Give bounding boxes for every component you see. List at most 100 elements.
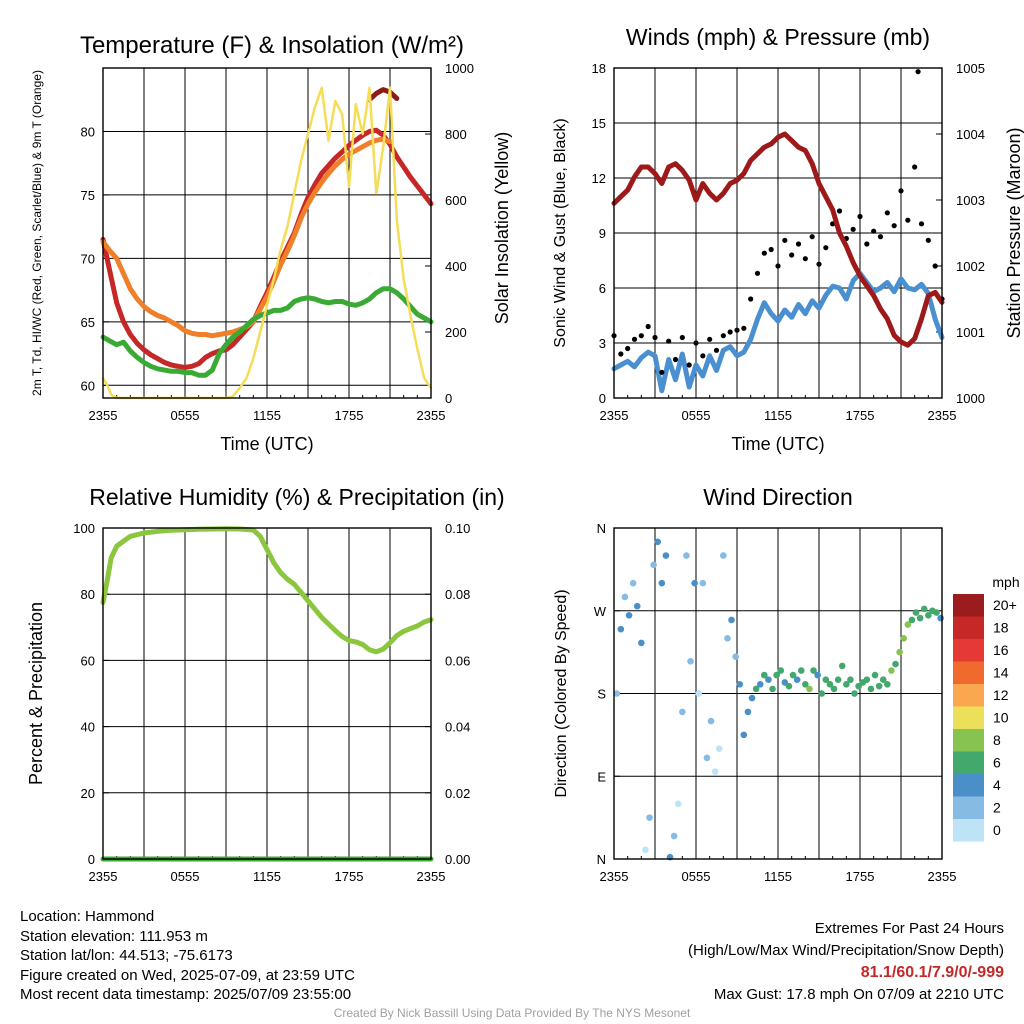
wind-direction-ylabel: Direction (Colored By Speed) <box>553 589 570 797</box>
wind-direction-point <box>662 552 670 559</box>
winds-ytick-label: 6 <box>599 281 606 296</box>
winds-series-1-point <box>809 234 815 240</box>
wind-direction-point <box>896 648 903 656</box>
winds-ytick-label: 15 <box>592 116 606 131</box>
wind-direction-legend-swatch <box>953 751 984 774</box>
wind-direction-point <box>797 667 805 674</box>
winds-xlabel: Time (UTC) <box>731 434 824 454</box>
winds-ylabel: Sonic Wind & Gust (Blue, Black) <box>552 118 569 347</box>
wind-direction-ytick-label: N <box>597 852 606 867</box>
wind-direction-point <box>629 579 637 587</box>
temperature-ytick-label: 65 <box>81 315 95 330</box>
wind-direction-point <box>752 685 760 693</box>
temperature-ylabel-right: Solar Insolation (Yellow) <box>492 132 512 324</box>
wind-direction-legend-label: 18 <box>993 620 1009 636</box>
temperature-plot-frame <box>102 67 432 399</box>
winds-xtick-label: 1155 <box>764 408 792 423</box>
wind-direction-point <box>679 708 686 716</box>
winds-series-1-point <box>871 228 877 234</box>
winds-series-1-point <box>741 325 747 331</box>
winds-max-gust-point <box>915 69 921 75</box>
humidity-ytick-label: 20 <box>81 786 95 801</box>
wind-direction-legend-label: 2 <box>993 800 1001 816</box>
winds-ytick-right-label: 1001 <box>956 325 985 340</box>
winds-ytick-label: 12 <box>592 171 606 186</box>
wind-direction-point <box>806 685 813 693</box>
winds-series-1-point <box>925 237 931 243</box>
wind-direction-legend-swatch <box>953 706 984 729</box>
temperature-series-3-line <box>100 286 434 378</box>
winds-ylabel-right: Station Pressure (Maroon) <box>1004 127 1024 338</box>
wind-direction-legend-label: 4 <box>993 777 1001 793</box>
humidity-ylabel: Percent & Precipitation <box>26 602 46 785</box>
extremes-title: Extremes For Past 24 Hours <box>814 920 1004 937</box>
humidity-ytick-label: 40 <box>81 720 95 735</box>
winds-series-1-point <box>795 241 802 247</box>
winds-series-1-point <box>693 340 699 346</box>
temperature-xtick-label: 0555 <box>171 408 200 423</box>
winds-series-1-point <box>666 338 672 344</box>
winds-series-1-point <box>802 256 808 262</box>
wind-direction-point <box>715 745 723 752</box>
winds-series-1-point <box>652 334 658 341</box>
winds-series-1-point <box>768 246 774 253</box>
wind-direction-point <box>904 621 912 628</box>
max-gust: Max Gust: 17.8 mph On 07/09 at 2210 UTC <box>713 986 1004 1003</box>
wind-direction-legend-label: 16 <box>993 642 1009 658</box>
station-location: Location: Hammond <box>20 908 155 925</box>
humidity-series-0-line <box>100 526 434 655</box>
temperature-xtick-label: 2355 <box>417 408 446 423</box>
winds-xtick-label: 0555 <box>682 408 711 423</box>
recent-data-timestamp: Most recent data timestamp: 2025/07/09 2… <box>20 986 352 1004</box>
humidity-ytick-right-label: 0.02 <box>445 786 470 801</box>
winds-series-1-point <box>631 336 638 342</box>
wind-direction-point <box>777 667 785 674</box>
winds-series-1-point <box>734 327 740 333</box>
winds-series-1-point <box>720 333 726 339</box>
humidity-xtick-label: 1755 <box>335 869 364 884</box>
winds-series-1-point <box>754 270 761 276</box>
temperature-xtick-label: 2355 <box>89 408 118 423</box>
wind-direction-point <box>879 676 887 684</box>
wind-direction-legend-swatch <box>953 729 984 752</box>
humidity-xtick-label: 1155 <box>253 869 281 884</box>
wind-direction-point <box>707 717 715 725</box>
winds-series-1-point <box>782 237 788 243</box>
winds-series-1-point <box>884 210 890 216</box>
humidity-title: Relative Humidity (%) & Precipitation (i… <box>89 484 504 510</box>
winds-series-1-point <box>700 353 706 359</box>
winds-series-1-point <box>864 241 870 247</box>
wind-direction-point <box>843 681 850 688</box>
wind-direction-point <box>633 602 641 610</box>
temperature-xtick-label: 1755 <box>335 408 364 423</box>
wind-direction-point <box>908 616 916 624</box>
winds-series-1-point <box>713 347 720 353</box>
wind-direction-point <box>740 731 748 739</box>
wind-direction-ytick-label: N <box>597 521 606 536</box>
winds-plot-frame <box>613 67 943 399</box>
wind-direction-point <box>650 561 657 569</box>
wind-direction-point <box>834 676 842 684</box>
humidity-ytick-right-label: 0.00 <box>445 852 470 867</box>
wind-direction-plot-frame <box>613 527 943 860</box>
wind-direction-legend-label: 10 <box>993 710 1009 726</box>
wind-direction-xtick-label: 1155 <box>764 869 792 884</box>
winds-series-2-line <box>611 131 945 348</box>
winds-series-1-point <box>857 213 863 220</box>
wind-direction-legend-swatch <box>953 616 984 639</box>
wind-direction-point <box>736 681 744 688</box>
winds-series-1-point <box>625 345 631 352</box>
winds-series-0-line <box>611 270 945 394</box>
wind-direction-point <box>674 800 682 808</box>
wind-direction-point <box>892 660 899 668</box>
winds-series-1-point <box>836 208 843 214</box>
wind-direction-point <box>838 662 846 670</box>
wind-direction-point <box>646 814 653 821</box>
wind-direction-point <box>720 552 727 559</box>
wind-direction-point <box>912 609 920 616</box>
wind-direction-ytick-label: W <box>594 604 607 619</box>
temperature-xlabel: Time (UTC) <box>220 434 313 454</box>
wind-direction-xtick-label: 0555 <box>682 869 711 884</box>
wind-direction-point <box>793 676 801 684</box>
